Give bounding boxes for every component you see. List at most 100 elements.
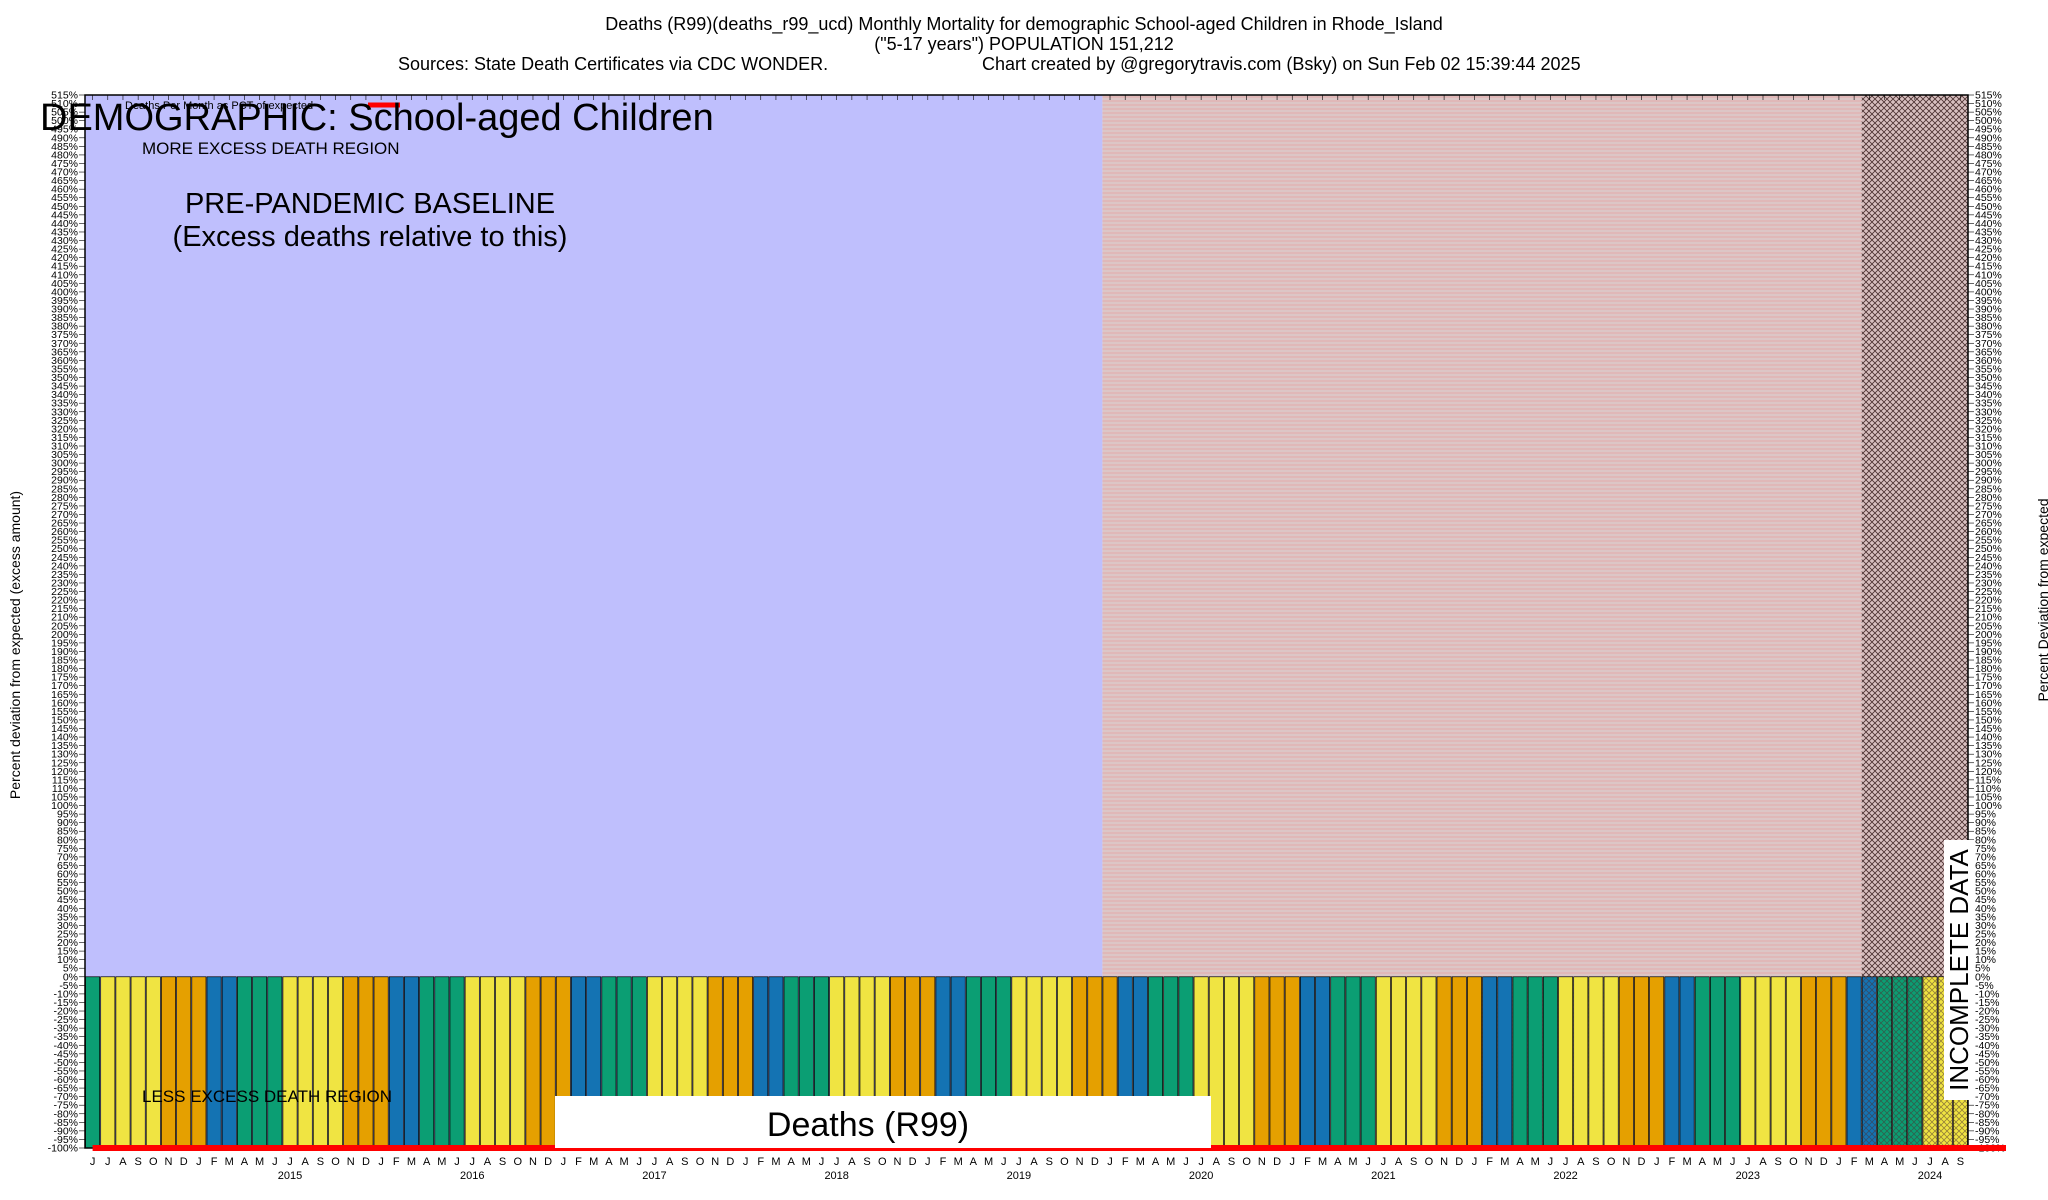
y-tick-label: 20%: [57, 937, 78, 949]
x-tick-label: M: [984, 1156, 993, 1168]
y-tick-label: 105%: [1975, 792, 2002, 804]
y-tick-label: 285%: [51, 483, 78, 495]
y-tick-label: -95%: [53, 1134, 78, 1146]
x-tick-label: M: [589, 1156, 598, 1168]
x-tick-label: J: [1107, 1156, 1113, 1168]
x-tick-label: S: [1410, 1156, 1417, 1168]
credit-text: Chart created by @gregorytravis.com (Bsk…: [982, 54, 1581, 74]
x-tick-label: J: [1016, 1156, 1022, 1168]
bar: [1284, 976, 1300, 1149]
y-tick-label: 295%: [51, 466, 78, 478]
y-tick-label: 80%: [57, 834, 78, 846]
y-tick-label: 40%: [57, 903, 78, 915]
y-tick-label: 225%: [51, 586, 78, 598]
bar: [1846, 976, 1862, 1149]
x-tick-label: A: [1577, 1156, 1585, 1168]
bar: [1664, 976, 1680, 1149]
y-tick-label: 385%: [1975, 312, 2002, 324]
x-tick-label: J: [652, 1156, 658, 1168]
y-tick-label: 230%: [1975, 577, 2002, 589]
x-tick-label: A: [302, 1156, 310, 1168]
x-tick-label: O: [331, 1156, 340, 1168]
y-tick-label: 390%: [51, 304, 78, 316]
y-tick-label: 505%: [1975, 107, 2002, 119]
x-tick-label: N: [893, 1156, 901, 1168]
y-tick-label: 415%: [51, 261, 78, 273]
y-tick-label: -60%: [1975, 1074, 2000, 1086]
y-tick-label: -100%: [48, 1143, 78, 1155]
y-tick-label: -70%: [1975, 1091, 2000, 1103]
y-tick-label: 210%: [51, 612, 78, 624]
y-tick-label: 280%: [1975, 492, 2002, 504]
y-tick-label: 160%: [51, 697, 78, 709]
y-tick-label: 420%: [51, 252, 78, 264]
x-tick-label: M: [1865, 1156, 1874, 1168]
bar: [1649, 976, 1665, 1149]
y-tick-label: 335%: [51, 398, 78, 410]
y-tick-label: -30%: [53, 1023, 78, 1035]
y-tick-label: 270%: [51, 509, 78, 521]
y-tick-label: 50%: [1975, 886, 1996, 898]
y-tick-label: 405%: [51, 278, 78, 290]
x-tick-label: J: [272, 1156, 278, 1168]
year-label: 2023: [1736, 1170, 1760, 1182]
bar: [1785, 976, 1801, 1149]
pre-pandemic-region: [85, 95, 1103, 1148]
y-tick-label: 455%: [1975, 192, 2002, 204]
bar: [1542, 976, 1558, 1149]
y-tick-label: 165%: [1975, 689, 2002, 701]
bar: [434, 976, 450, 1149]
y-tick-label: 310%: [51, 441, 78, 453]
y-tick-label: -90%: [53, 1125, 78, 1137]
x-tick-label: J: [1365, 1156, 1371, 1168]
x-tick-label: J: [1836, 1156, 1842, 1168]
bar: [145, 976, 161, 1149]
y-tick-label: 170%: [51, 680, 78, 692]
y-tick-label: 235%: [1975, 569, 2002, 581]
y-tick-label: 450%: [51, 201, 78, 213]
x-tick-label: M: [1166, 1156, 1175, 1168]
y-tick-label: 420%: [1975, 252, 2002, 264]
x-tick-label: D: [1638, 1156, 1646, 1168]
y-tick-label: 430%: [51, 235, 78, 247]
incomplete-label: INCOMPLETE DATA: [1944, 848, 1974, 1090]
y-tick-label: 200%: [51, 629, 78, 641]
chart-title: Deaths (R99)(deaths_r99_ucd) Monthly Mor…: [605, 14, 1443, 34]
y-tick-label: 475%: [1975, 158, 2002, 170]
y-tick-label: 220%: [51, 595, 78, 607]
x-tick-label: O: [1789, 1156, 1798, 1168]
bar: [1299, 976, 1315, 1149]
x-tick-label: N: [1440, 1156, 1448, 1168]
y-tick-label: 260%: [1975, 526, 2002, 538]
y-tick-label: 35%: [57, 911, 78, 923]
x-tick-label: A: [119, 1156, 127, 1168]
y-tick-label: 75%: [57, 843, 78, 855]
y-tick-label: 355%: [51, 363, 78, 375]
x-tick-label: J: [469, 1156, 475, 1168]
baseline-label-1: PRE-PANDEMIC BASELINE: [185, 188, 555, 220]
bar: [100, 976, 116, 1149]
y-tick-label: -45%: [1975, 1048, 2000, 1060]
bar: [419, 976, 435, 1149]
bar: [525, 976, 541, 1149]
bar: [510, 976, 526, 1149]
y-tick-label: 145%: [1975, 723, 2002, 735]
x-tick-label: D: [726, 1156, 734, 1168]
y-tick-label: -20%: [1975, 1006, 2000, 1018]
y-tick-label: 515%: [1975, 90, 2002, 102]
x-tick-label: J: [1730, 1156, 1736, 1168]
bar: [495, 976, 511, 1149]
x-tick-label: J: [454, 1156, 460, 1168]
y-tick-label: 345%: [1975, 381, 2002, 393]
x-tick-label: M: [1348, 1156, 1357, 1168]
y-tick-label: 195%: [1975, 637, 2002, 649]
y-tick-label: 135%: [1975, 740, 2002, 752]
x-tick-label: S: [1592, 1156, 1599, 1168]
y-tick-label: 150%: [51, 714, 78, 726]
x-tick-label: O: [696, 1156, 705, 1168]
x-tick-label: N: [1622, 1156, 1630, 1168]
y-tick-label: 290%: [51, 475, 78, 487]
bar: [237, 976, 252, 1149]
x-tick-label: O: [1242, 1156, 1251, 1168]
y-tick-label: 100%: [1975, 800, 2002, 812]
